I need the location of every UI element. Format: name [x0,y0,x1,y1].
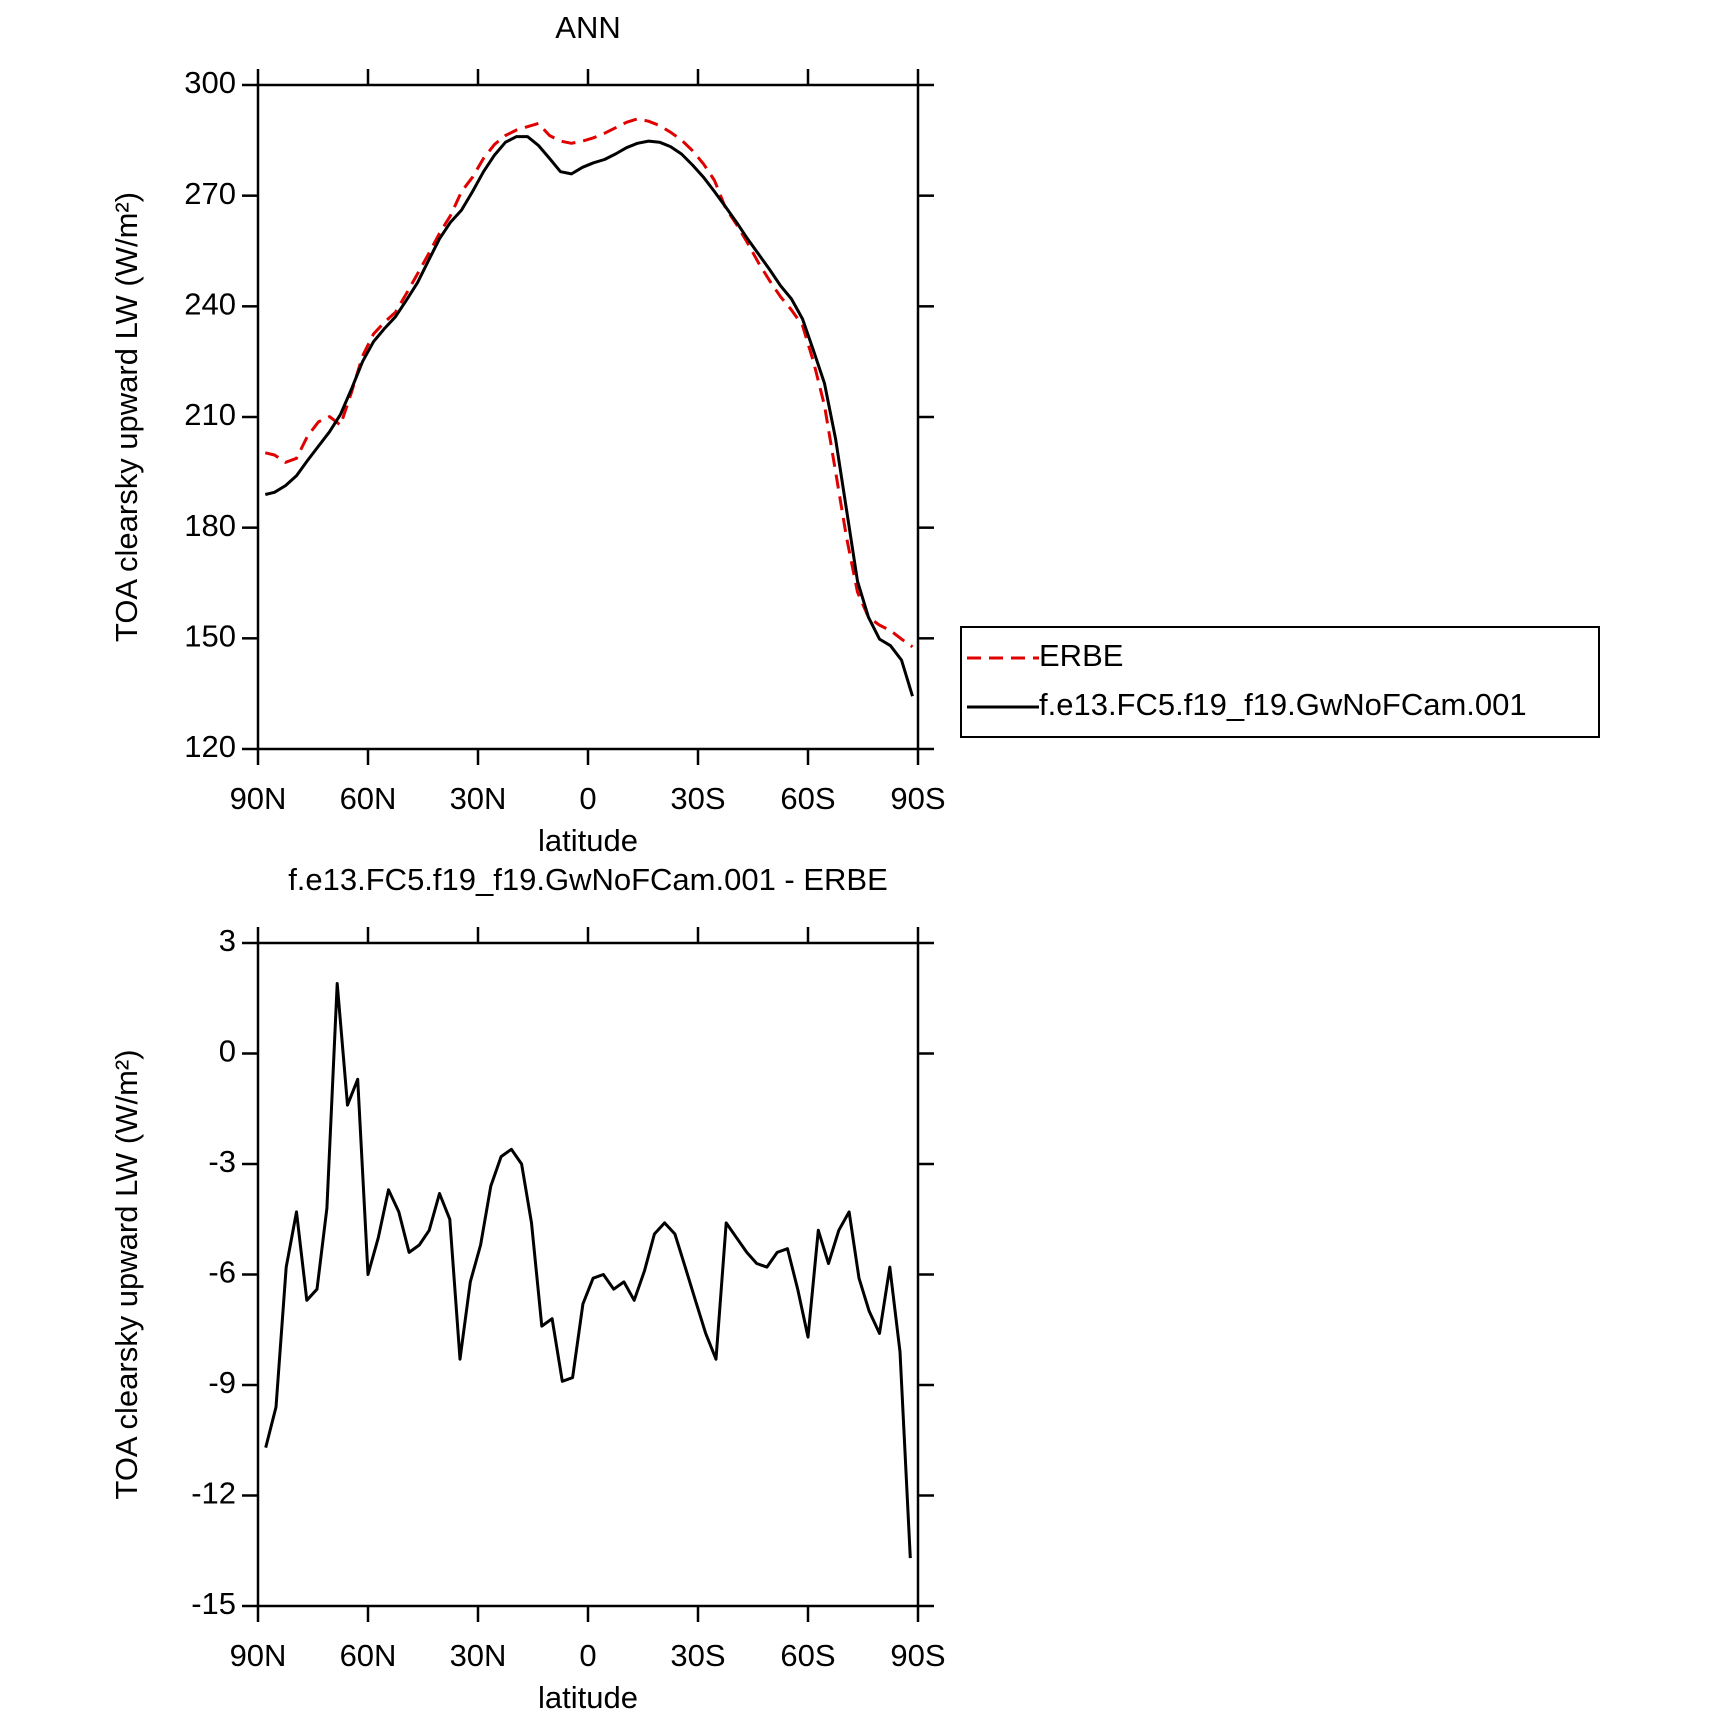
y-tick-label: 120 [184,729,236,764]
y-tick-label: 210 [184,397,236,432]
x-tick-label: 90S [890,781,945,816]
y-tick-label: -15 [191,1586,236,1621]
y-tick-label: 180 [184,508,236,543]
y-tick-label: 0 [219,1034,236,1069]
y-tick-label: -6 [208,1255,236,1290]
y-tick-label: -9 [208,1365,236,1400]
x-tick-label: 30S [670,781,725,816]
x-tick-label: 60S [780,781,835,816]
x-axis-label: latitude [538,1680,638,1715]
legend-label: f.e13.FC5.f19_f19.GwNoFCam.001 [1039,687,1527,722]
y-tick-label: 240 [184,287,236,322]
y-tick-label: -12 [191,1476,236,1511]
x-tick-label: 60N [340,781,397,816]
y-axis-label: TOA clearsky upward LW (W/m²) [109,1049,144,1499]
x-tick-label: 0 [579,1638,596,1673]
x-tick-label: 90N [230,781,287,816]
data-line [264,117,914,649]
x-tick-label: 60S [780,1638,835,1673]
y-tick-label: 150 [184,619,236,654]
plot-frame [256,941,920,1608]
y-axis-label: TOA clearsky upward LW (W/m²) [109,192,144,642]
legend-label: ERBE [1039,638,1123,673]
x-tick-label: 0 [579,781,596,816]
x-tick-label: 30N [450,1638,507,1673]
legend-box [960,626,1600,738]
y-tick-label: 300 [184,65,236,100]
y-tick-label: 3 [219,923,236,958]
data-line [264,982,912,1559]
x-tick-label: 90S [890,1638,945,1673]
y-tick-label: 270 [184,176,236,211]
data-line [264,135,914,697]
chart-title: ANN [555,10,620,45]
chart-title: f.e13.FC5.f19_f19.GwNoFCam.001 - ERBE [288,862,888,897]
x-tick-label: 90N [230,1638,287,1673]
x-tick-label: 60N [340,1638,397,1673]
plot-frame [256,83,920,751]
x-axis-label: latitude [538,823,638,858]
x-tick-label: 30N [450,781,507,816]
x-tick-label: 30S [670,1638,725,1673]
y-tick-label: -3 [208,1144,236,1179]
